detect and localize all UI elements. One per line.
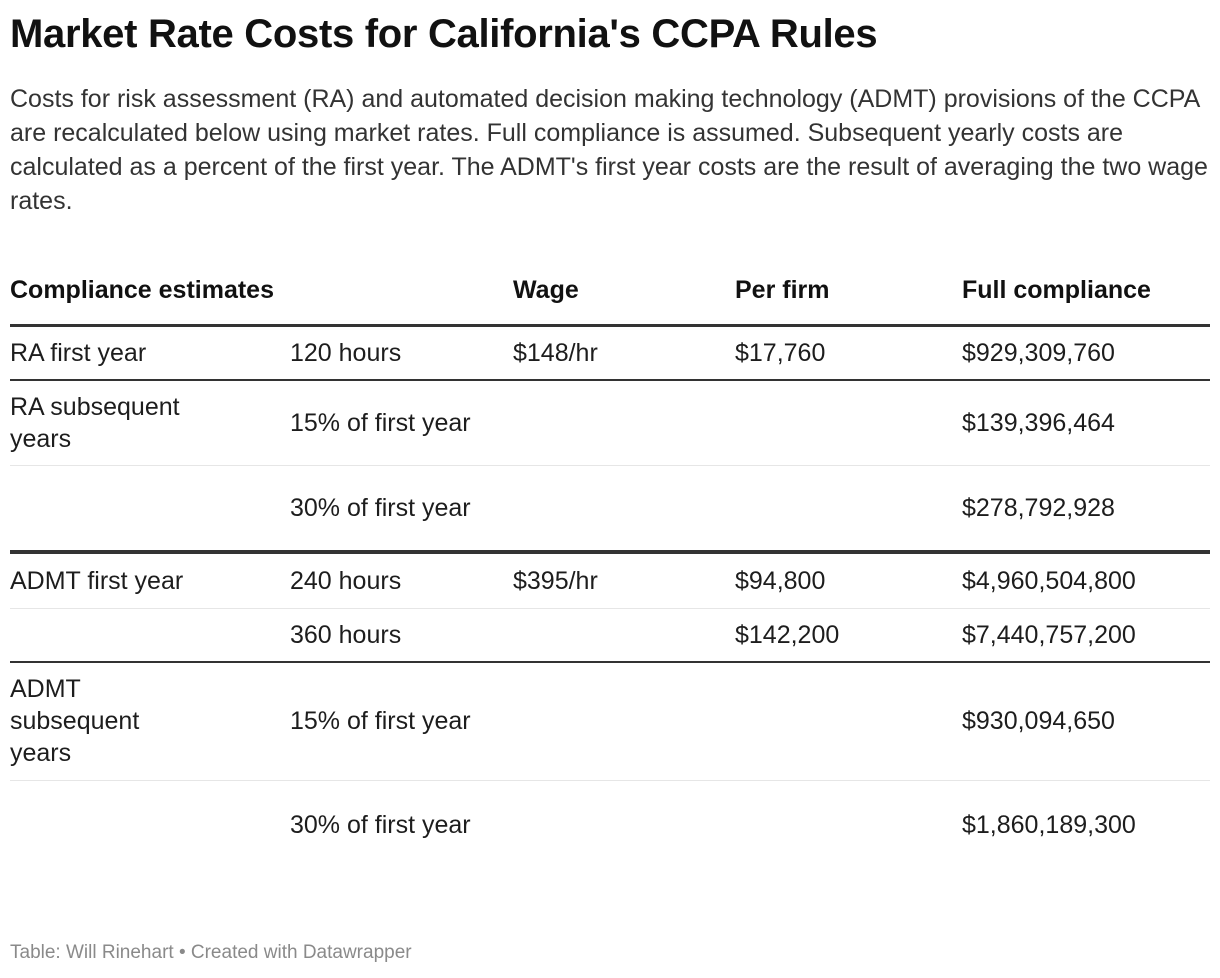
column-header xyxy=(290,272,513,327)
table-cell: $4,960,504,800 xyxy=(962,551,1210,609)
table-cell xyxy=(735,781,962,869)
table-cell: $929,309,760 xyxy=(962,325,1210,381)
table-cell: ADMT subsequent years xyxy=(10,661,290,781)
table-cell: $17,760 xyxy=(735,325,962,381)
table-cell xyxy=(10,781,290,869)
table-cell: 120 hours xyxy=(290,325,513,381)
table-cell: 360 hours xyxy=(290,608,513,663)
table-cell xyxy=(513,379,735,466)
table-cell: $1,860,189,300 xyxy=(962,810,1136,839)
table-header-row: Compliance estimates Wage Per firm Full com… xyxy=(10,272,1210,327)
table-cell: 30% of first year xyxy=(290,465,513,554)
table-row: 360 hours $142,200 $7,440,757,200 xyxy=(10,608,1210,663)
table-cell: $142,200 xyxy=(735,608,962,663)
table-cell: RA first year xyxy=(10,325,290,381)
table-cell: $139,396,464 xyxy=(962,379,1210,466)
table-row: 30% of first year $278,792,928 xyxy=(10,465,1210,554)
chart-title: Market Rate Costs for California's CCPA … xyxy=(10,12,878,56)
table-cell: 30% of first year xyxy=(290,810,471,839)
footer-credit: Table: Will Rinehart • Created with Data… xyxy=(10,942,412,963)
compliance-table: Compliance estimates Wage Per firm Full com… xyxy=(10,272,1210,869)
table-cell: 15% of first year xyxy=(290,661,513,781)
table-cell xyxy=(513,661,735,781)
table-cell: 240 hours xyxy=(290,551,513,609)
table-cell xyxy=(735,465,962,554)
chart-description: Costs for risk assessment (RA) and autom… xyxy=(10,85,1208,215)
table-cell: $395/hr xyxy=(513,551,735,609)
table-cell: RA subsequent years xyxy=(10,379,290,466)
table-row: RA first year 120 hours $148/hr $17,760 $929… xyxy=(10,325,1210,381)
table-cell: $278,792,928 xyxy=(962,465,1210,554)
table-cell: ADMT first year xyxy=(10,551,290,609)
table-cell xyxy=(513,608,735,663)
column-header: Per firm xyxy=(735,272,962,327)
table-cell: $7,440,757,200 xyxy=(962,608,1210,663)
table-cell xyxy=(513,465,735,554)
table-cell xyxy=(735,379,962,466)
table-row: 30% of first year $1,860,189,300 xyxy=(10,781,1210,869)
table-cell xyxy=(513,781,735,869)
table-cell: 15% of first year xyxy=(290,379,513,466)
table-cell xyxy=(10,465,290,554)
column-header: Full compliance xyxy=(962,272,1210,327)
table-cell: $930,094,650 xyxy=(962,661,1210,781)
table-row: ADMT first year 240 hours $395/hr $94,800 $4… xyxy=(10,551,1210,609)
column-header: Wage xyxy=(513,272,735,327)
table-cell: $94,800 xyxy=(735,551,962,609)
column-header: Compliance estimates xyxy=(10,272,290,327)
table-row: RA subsequent years 15% of first year $139… xyxy=(10,379,1210,466)
table-cell xyxy=(10,608,290,663)
table-row: ADMT subsequent years 15% of first year $9… xyxy=(10,661,1210,781)
table-cell: $148/hr xyxy=(513,325,735,381)
table-cell xyxy=(735,661,962,781)
